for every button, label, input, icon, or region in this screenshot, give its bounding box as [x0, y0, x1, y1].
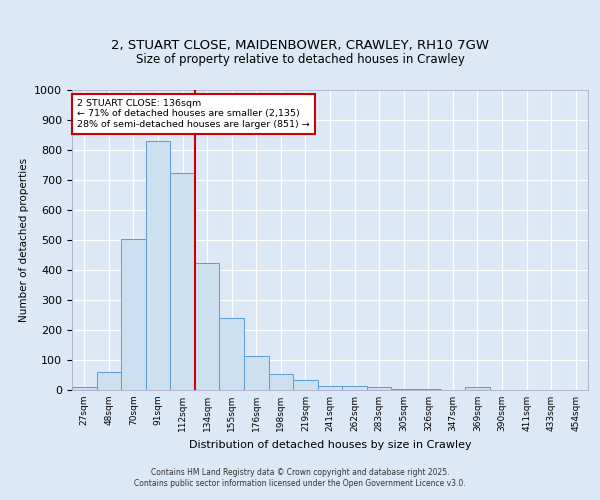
Text: 2 STUART CLOSE: 136sqm
← 71% of detached houses are smaller (2,135)
28% of semi-: 2 STUART CLOSE: 136sqm ← 71% of detached…: [77, 99, 310, 129]
Text: Contains HM Land Registry data © Crown copyright and database right 2025.
Contai: Contains HM Land Registry data © Crown c…: [134, 468, 466, 487]
Bar: [367, 387, 391, 390]
X-axis label: Distribution of detached houses by size in Crawley: Distribution of detached houses by size …: [188, 440, 472, 450]
Y-axis label: Number of detached properties: Number of detached properties: [19, 158, 29, 322]
Bar: [146, 141, 170, 390]
Bar: [391, 388, 416, 390]
Bar: [342, 386, 367, 390]
Bar: [195, 262, 220, 390]
Bar: [318, 386, 342, 390]
Bar: [72, 387, 97, 390]
Bar: [170, 172, 195, 390]
Bar: [416, 388, 440, 390]
Bar: [220, 318, 244, 390]
Bar: [244, 356, 269, 390]
Bar: [293, 380, 318, 390]
Bar: [97, 372, 121, 390]
Bar: [465, 387, 490, 390]
Bar: [121, 238, 146, 390]
Bar: [269, 374, 293, 390]
Text: 2, STUART CLOSE, MAIDENBOWER, CRAWLEY, RH10 7GW: 2, STUART CLOSE, MAIDENBOWER, CRAWLEY, R…: [111, 40, 489, 52]
Text: Size of property relative to detached houses in Crawley: Size of property relative to detached ho…: [136, 53, 464, 66]
